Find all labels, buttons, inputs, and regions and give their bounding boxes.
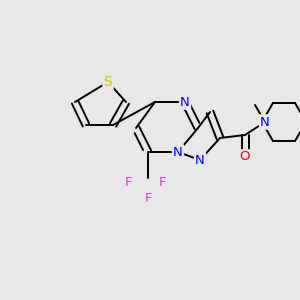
- Text: O: O: [240, 151, 250, 164]
- Text: N: N: [195, 154, 205, 166]
- Text: F: F: [159, 176, 167, 188]
- Text: F: F: [124, 176, 132, 188]
- Text: N: N: [260, 116, 270, 128]
- Text: N: N: [180, 95, 190, 109]
- Text: N: N: [173, 146, 183, 158]
- Text: F: F: [144, 191, 152, 205]
- Text: S: S: [103, 75, 112, 89]
